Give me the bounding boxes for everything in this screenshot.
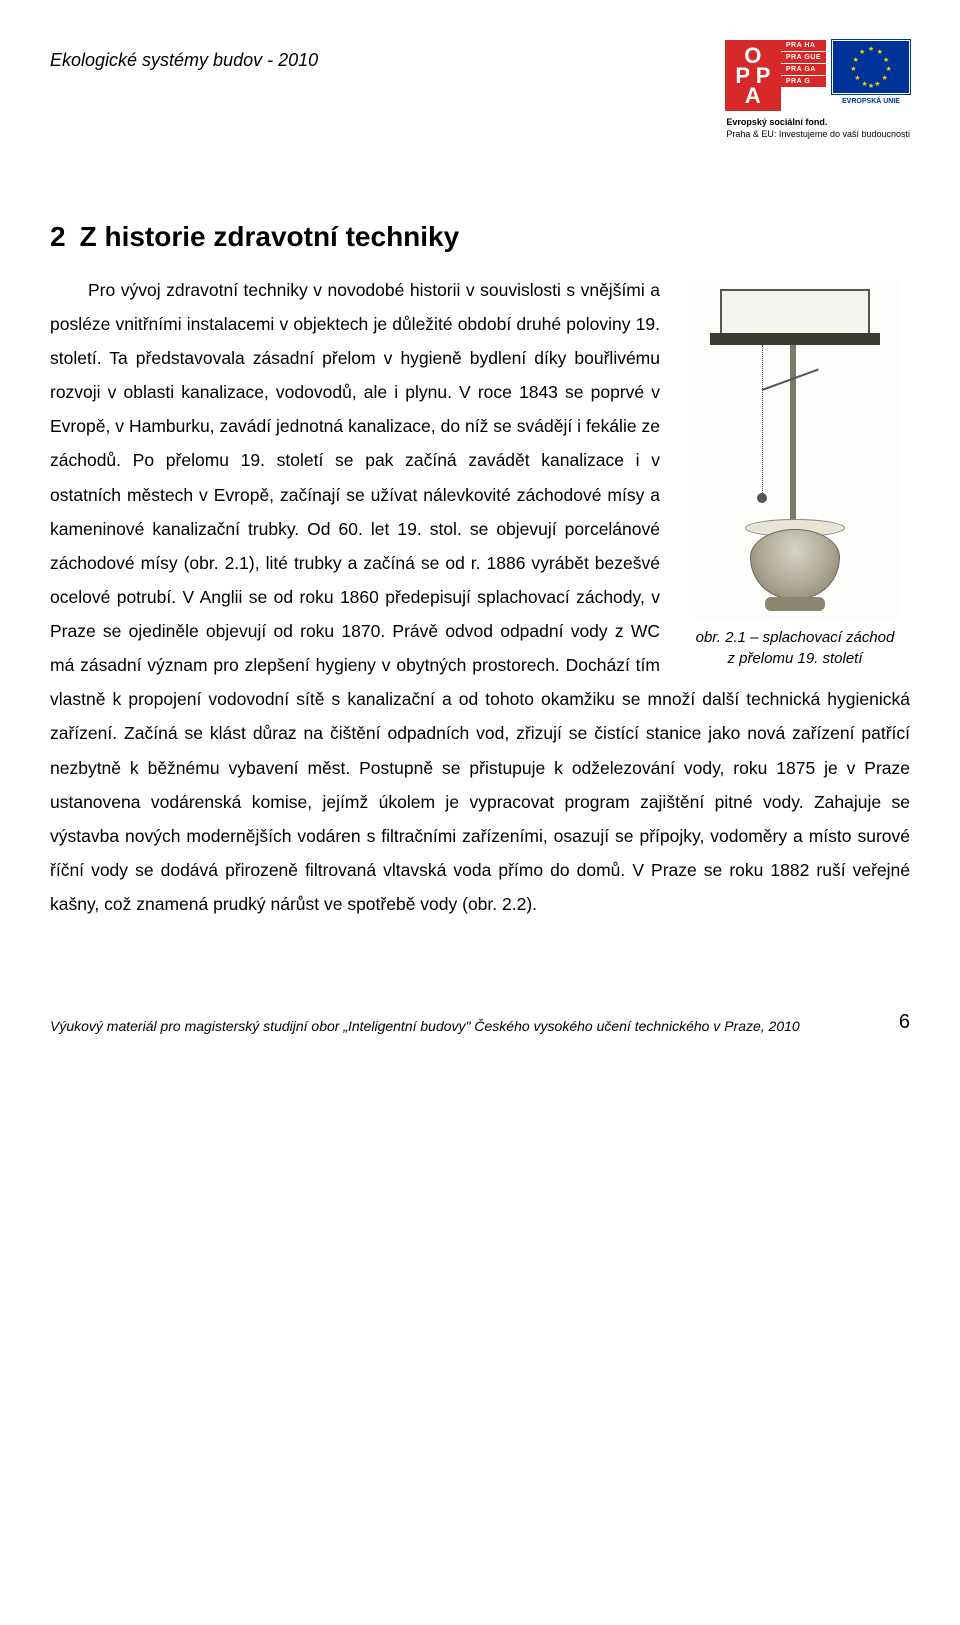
opp-row: PRA GUE (781, 52, 826, 64)
toilet-tank-icon (720, 289, 870, 337)
opp-row: PRA G (781, 76, 826, 87)
opp-letters: O P PA (725, 40, 781, 111)
section-heading: 2 Z historie zdravotní techniky (50, 221, 910, 253)
section-number: 2 (50, 221, 66, 253)
body-text: obr. 2.1 – splachovací záchod z přelomu … (50, 273, 910, 921)
caption-line1: obr. 2.1 – splachovací záchod (680, 627, 910, 648)
section-title: Z historie zdravotní techniky (80, 221, 460, 253)
pull-handle-icon (757, 493, 767, 503)
page-number: 6 (899, 1011, 910, 1034)
body-wrap: obr. 2.1 – splachovací záchod z přelomu … (50, 273, 910, 921)
eu-stars: ★ ★ ★ ★ ★ ★ ★ ★ ★ ★ ★ ★ (851, 47, 891, 87)
fund-text: Evropský sociální fond. Praha & EU: Inve… (726, 117, 910, 140)
logos-row: O P PA PRA HA PRA GUE PRA GA PRA G ★ ★ ★… (725, 40, 910, 111)
fund-line1: Evropský sociální fond. (726, 117, 910, 129)
opp-grid: PRA HA PRA GUE PRA GA PRA G (781, 40, 826, 111)
bowl-base-icon (765, 597, 825, 611)
pull-chain-icon (762, 345, 763, 495)
opp-row: PRA GA (781, 64, 826, 76)
caption-line2: z přelomu 19. století (680, 648, 910, 669)
page-header: Ekologické systémy budov - 2010 O P PA P… (50, 40, 910, 141)
eu-label: EVROPSKÁ UNIE (833, 98, 909, 105)
tank-bracket-icon (710, 333, 880, 345)
footer-text: Výukový materiál pro magisterský studijn… (50, 1018, 800, 1034)
page-footer: Výukový materiál pro magisterský studijn… (50, 1011, 910, 1034)
figure-illustration (690, 279, 900, 619)
toilet-bowl-icon (750, 529, 840, 599)
figure-2-1: obr. 2.1 – splachovací záchod z přelomu … (680, 279, 910, 669)
opp-row: PRA HA (781, 40, 826, 52)
opp-logo: O P PA PRA HA PRA GUE PRA GA PRA G (725, 40, 826, 111)
course-title: Ekologické systémy budov - 2010 (50, 40, 318, 71)
figure-caption: obr. 2.1 – splachovací záchod z přelomu … (680, 627, 910, 669)
eu-flag: ★ ★ ★ ★ ★ ★ ★ ★ ★ ★ ★ ★ EVROPSKÁ UNIE (832, 40, 910, 94)
fund-line2: Praha & EU: Investujeme do vaší budoucno… (726, 129, 910, 141)
logos-block: O P PA PRA HA PRA GUE PRA GA PRA G ★ ★ ★… (725, 40, 910, 141)
flush-pipe-icon (790, 345, 796, 523)
